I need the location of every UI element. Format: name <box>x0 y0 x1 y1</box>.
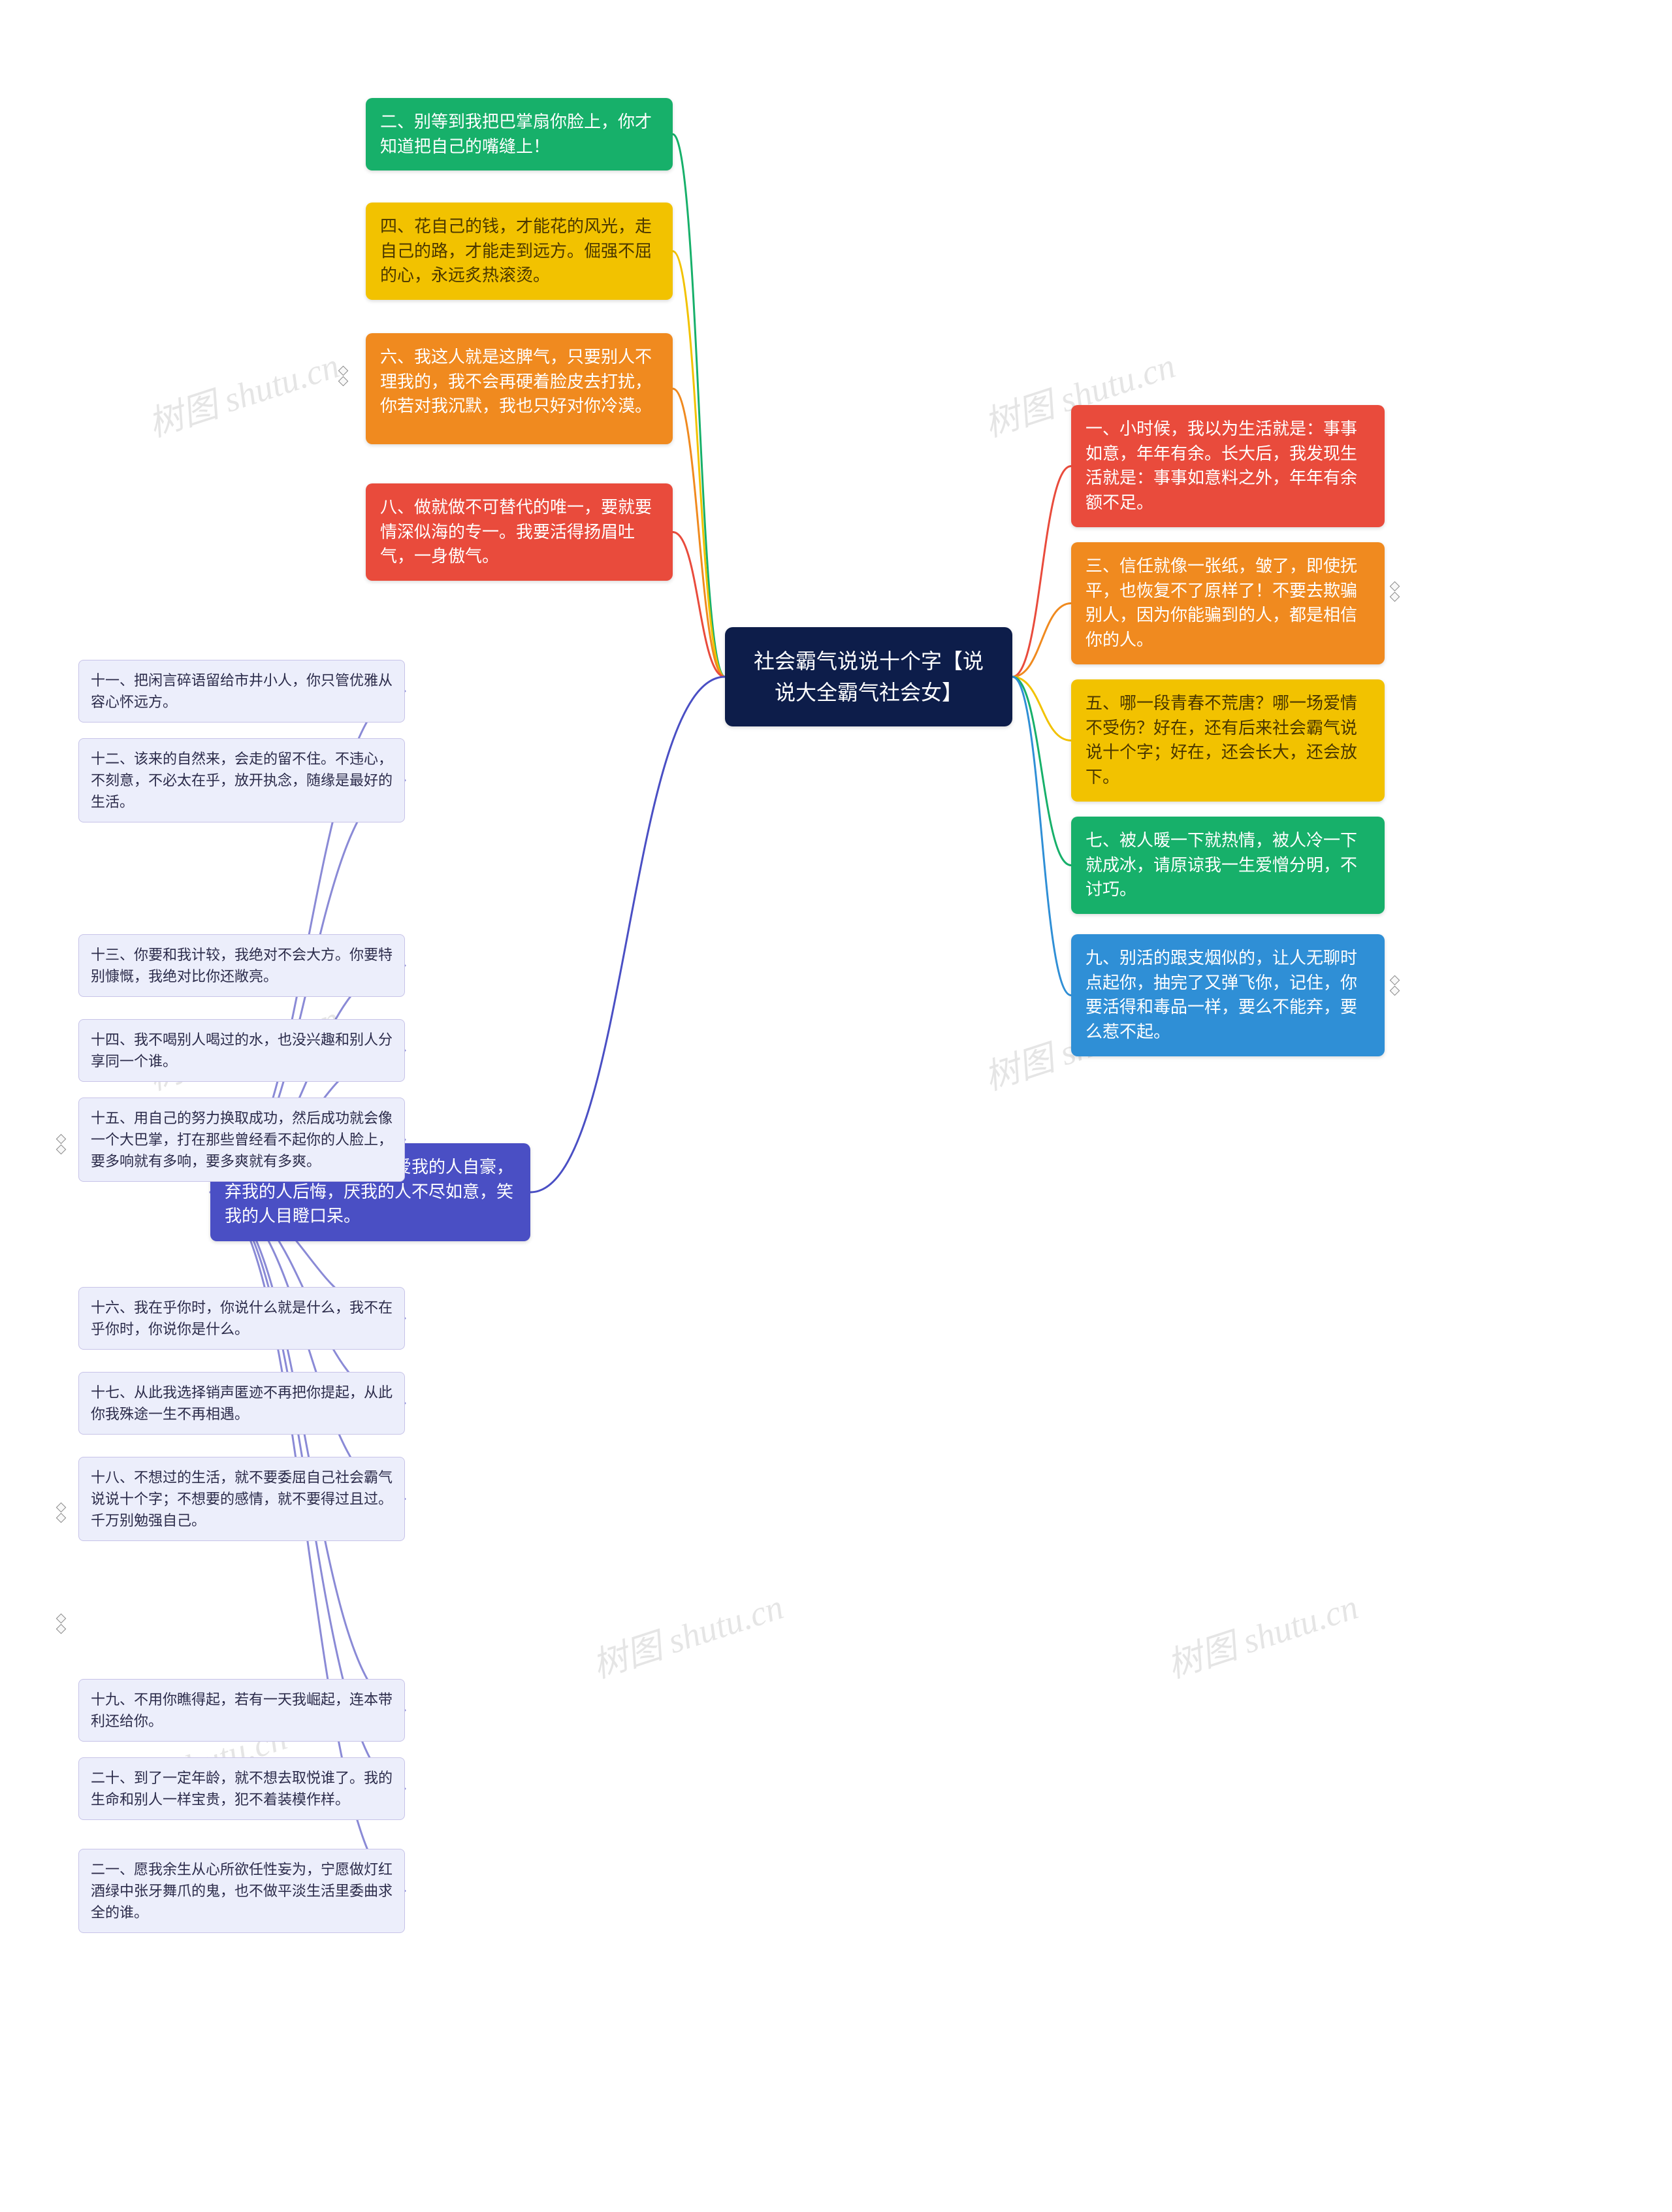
leaf-node[interactable]: 十五、用自己的努力换取成功，然后成功就会像一个大巴掌，打在那些曾经看不起你的人脸… <box>78 1098 405 1182</box>
branch-node[interactable]: 一、小时候，我以为生活就是：事事如意，年年有余。长大后，我发现生活就是：事事如意… <box>1071 405 1385 527</box>
branch-node[interactable]: 八、做就做不可替代的唯一，要就要情深似海的专一。我要活得扬眉吐气，一身傲气。 <box>366 483 673 581</box>
expand-handle[interactable] <box>1391 583 1406 604</box>
branch-node[interactable]: 六、我这人就是这脾气，只要别人不理我的，我不会再硬着脸皮去打扰，你若对我沉默，我… <box>366 333 673 444</box>
leaf-node[interactable]: 十二、该来的自然来，会走的留不住。不违心，不刻意，不必太在乎，放开执念，随缘是最… <box>78 738 405 822</box>
watermark: 树图 shutu.cn <box>140 336 345 447</box>
expand-handle[interactable] <box>340 367 354 388</box>
leaf-node[interactable]: 十九、不用你瞧得起，若有一天我崛起，连本带利还给你。 <box>78 1679 405 1742</box>
watermark: 树图 shutu.cn <box>1159 1578 1364 1688</box>
branch-node[interactable]: 二、别等到我把巴掌扇你脸上，你才知道把自己的嘴缝上！ <box>366 98 673 171</box>
branch-node[interactable]: 四、花自己的钱，才能花的风光，走自己的路，才能走到远方。倔强不屈的心，永远炙热滚… <box>366 203 673 300</box>
leaf-node[interactable]: 十七、从此我选择销声匿迹不再把你提起，从此你我殊途一生不再相遇。 <box>78 1372 405 1435</box>
leaf-node[interactable]: 十四、我不喝别人喝过的水，也没兴趣和别人分享同一个谁。 <box>78 1019 405 1082</box>
watermark: 树图 shutu.cn <box>585 1578 789 1688</box>
leaf-node[interactable]: 二一、愿我余生从心所欲任性妄为，宁愿做灯红酒绿中张牙舞爪的鬼，也不做平淡生活里委… <box>78 1849 405 1933</box>
branch-node[interactable]: 五、哪一段青春不荒唐？哪一场爱情不受伤？好在，还有后来社会霸气说说十个字；好在，… <box>1071 679 1385 802</box>
leaf-node[interactable]: 十一、把闲言碎语留给市井小人，你只管优雅从容心怀远方。 <box>78 660 405 723</box>
leaf-node[interactable]: 十六、我在乎你时，你说什么就是什么，我不在乎你时，你说你是什么。 <box>78 1287 405 1350</box>
expand-handle[interactable] <box>57 1135 72 1156</box>
leaf-node[interactable]: 二十、到了一定年龄，就不想去取悦谁了。我的生命和别人一样宝贵，犯不着装模作样。 <box>78 1757 405 1820</box>
branch-node[interactable]: 七、被人暖一下就热情，被人冷一下就成冰，请原谅我一生爱憎分明，不讨巧。 <box>1071 817 1385 914</box>
mindmap-canvas: 树图 shutu.cn树图 shutu.cn树图 shutu.cn树图 shut… <box>0 0 1672 2212</box>
expand-handle[interactable] <box>57 1504 72 1525</box>
leaf-node[interactable]: 十三、你要和我计较，我绝对不会大方。你要特别慷慨，我绝对比你还敞亮。 <box>78 934 405 997</box>
branch-node[interactable]: 三、信任就像一张纸，皱了，即使抚平，也恢复不了原样了！不要去欺骗别人，因为你能骗… <box>1071 542 1385 664</box>
branch-node[interactable]: 九、别活的跟支烟似的，让人无聊时点起你，抽完了又弹飞你，记住，你要活得和毒品一样… <box>1071 934 1385 1056</box>
expand-handle[interactable] <box>57 1615 72 1636</box>
center-topic[interactable]: 社会霸气说说十个字【说说大全霸气社会女】 <box>725 627 1012 726</box>
expand-handle[interactable] <box>1391 977 1406 998</box>
leaf-node[interactable]: 十八、不想过的生活，就不要委屈自己社会霸气说说十个字；不想要的感情，就不要得过且… <box>78 1457 405 1541</box>
